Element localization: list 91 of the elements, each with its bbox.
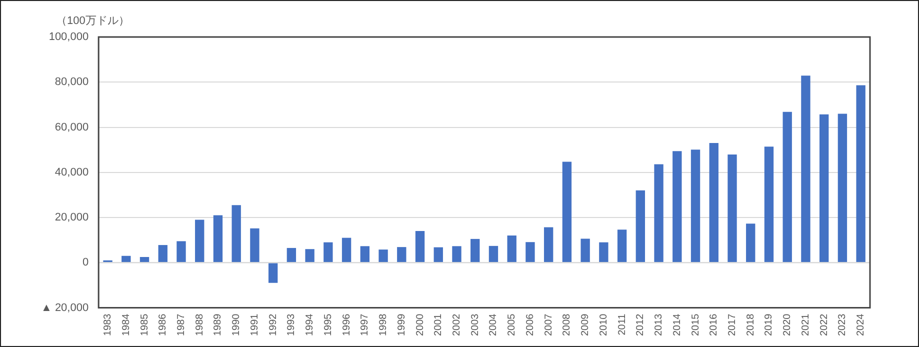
x-tick-label: 2004 — [488, 313, 500, 336]
x-tick-label: 2001 — [433, 313, 444, 336]
x-tick-label: 1991 — [249, 313, 260, 336]
bar — [672, 151, 682, 262]
x-tick-label: 2019 — [764, 313, 775, 336]
x-tick-label: 2002 — [451, 313, 462, 336]
bar — [856, 85, 866, 262]
bar — [434, 247, 443, 262]
bar — [122, 256, 131, 262]
bar — [562, 162, 572, 262]
bar — [599, 242, 608, 262]
bar — [176, 241, 186, 262]
x-tick-label: 2024 — [856, 313, 867, 336]
x-tick-label: 2000 — [414, 313, 426, 336]
y-tick-label: 60,000 — [54, 121, 89, 134]
bar — [654, 164, 664, 262]
x-tick-label: 1994 — [304, 313, 316, 336]
x-tick-label: 1986 — [158, 313, 169, 336]
x-tick-label: 2011 — [616, 313, 628, 336]
bar — [378, 250, 388, 262]
bar — [728, 154, 737, 262]
x-tick-label: 1987 — [176, 313, 187, 336]
bar — [470, 238, 480, 262]
bar — [286, 248, 296, 262]
x-tick-label: 1998 — [378, 313, 390, 336]
x-tick-label: 1985 — [139, 313, 150, 336]
x-tick-label: 2008 — [562, 313, 573, 336]
x-tick-label: 2010 — [598, 313, 610, 336]
bar — [488, 246, 498, 262]
bar — [195, 220, 204, 262]
x-tick-label: 2013 — [654, 313, 665, 336]
bar — [617, 230, 627, 262]
x-tick-label: 2021 — [800, 313, 812, 336]
x-tick-label: 2009 — [580, 313, 592, 336]
bar — [526, 242, 535, 262]
bar — [746, 224, 756, 262]
bar — [250, 228, 260, 262]
x-tick-label: 2005 — [506, 313, 518, 336]
bar — [690, 150, 700, 262]
x-tick-label: 2023 — [837, 313, 848, 336]
x-tick-label: 2006 — [524, 313, 536, 336]
bar — [342, 238, 352, 262]
x-tick-label: 2020 — [782, 313, 794, 336]
x-tick-label: 1983 — [102, 313, 114, 336]
x-tick-label: 2003 — [470, 313, 481, 336]
bar — [819, 114, 829, 262]
bar — [452, 246, 462, 262]
y-tick-label: 100,000 — [48, 31, 89, 44]
x-tick-label: 1992 — [268, 313, 279, 336]
bar — [268, 263, 278, 283]
bar — [782, 112, 792, 262]
bar — [360, 246, 370, 262]
y-tick-label: 40,000 — [54, 166, 89, 178]
bar — [397, 247, 406, 262]
y-tick-label: ▲ 20,000 — [40, 302, 89, 314]
bar — [764, 146, 774, 262]
x-tick-label: 1999 — [396, 313, 408, 336]
x-tick-label: 2012 — [635, 313, 646, 336]
bar — [636, 190, 646, 262]
x-tick-label: 2017 — [727, 313, 738, 336]
x-tick-label: 2016 — [708, 313, 720, 336]
x-tick-label: 1990 — [231, 313, 242, 336]
bar — [415, 231, 425, 262]
x-tick-label: 2018 — [745, 313, 756, 336]
bar — [544, 227, 554, 262]
x-tick-label: 1989 — [212, 313, 224, 336]
bar — [324, 242, 333, 262]
bar — [801, 76, 810, 262]
x-tick-label: 1993 — [286, 313, 298, 336]
bar — [232, 205, 241, 262]
x-tick-label: 2007 — [543, 313, 554, 336]
x-tick-label: 2015 — [690, 313, 702, 336]
y-tick-label: 20,000 — [54, 212, 89, 224]
bar — [140, 256, 150, 262]
bar — [158, 245, 168, 262]
bar — [709, 143, 718, 262]
x-tick-label: 1997 — [360, 313, 371, 336]
x-tick-label: 1996 — [341, 313, 352, 336]
x-tick-label: 1988 — [194, 313, 206, 336]
y-tick-label: 80,000 — [54, 76, 89, 88]
bar — [580, 238, 590, 262]
y-tick-label: 0 — [82, 256, 89, 269]
bar — [838, 114, 848, 262]
bar — [305, 249, 314, 262]
y-axis-title: （100万ドル） — [56, 15, 130, 28]
x-tick-label: 1995 — [322, 313, 334, 336]
bar — [213, 215, 223, 262]
x-tick-label: 2014 — [672, 313, 683, 336]
x-tick-label: 2022 — [818, 313, 830, 336]
bar — [507, 236, 516, 262]
x-tick-label: 1984 — [120, 313, 132, 336]
